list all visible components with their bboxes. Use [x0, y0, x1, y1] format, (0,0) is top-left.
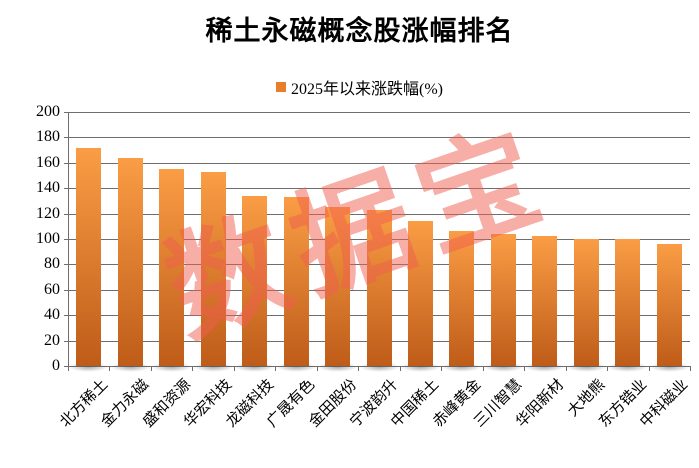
y-axis-tick	[64, 264, 68, 266]
y-axis-label: 100	[36, 230, 60, 247]
bar-shadow	[524, 362, 566, 372]
legend-swatch-icon	[276, 82, 286, 92]
bar-shadow	[648, 362, 690, 372]
bar-shadow	[68, 362, 110, 372]
bar-shadow	[109, 362, 151, 372]
x-axis-tick	[192, 366, 194, 371]
x-axis-line	[68, 366, 690, 367]
y-axis-label: 60	[44, 280, 60, 298]
bar	[242, 195, 268, 366]
bar	[76, 147, 102, 366]
gridline	[68, 162, 690, 164]
gridline	[68, 188, 690, 190]
bar-shadow	[275, 362, 317, 372]
y-axis-label: 80	[44, 255, 60, 273]
bar-shadow	[482, 362, 524, 372]
bar-shadow	[565, 362, 607, 372]
bar-shadow	[399, 362, 441, 372]
x-axis-tick	[607, 366, 609, 371]
bar	[159, 169, 185, 366]
bar	[200, 171, 226, 366]
y-axis-label: 40	[44, 306, 60, 324]
bar	[366, 209, 392, 366]
gridline	[68, 112, 690, 113]
y-axis-label: 120	[36, 204, 60, 222]
x-axis-tick	[399, 366, 401, 371]
bar	[449, 231, 475, 366]
y-axis-label: 160	[36, 153, 60, 171]
bar-shadow	[607, 362, 649, 372]
bar	[532, 236, 558, 366]
legend: 2025年以来涨跌幅(%)	[10, 75, 699, 99]
gridline	[68, 137, 690, 139]
bar	[325, 207, 351, 366]
bar-shadow	[317, 362, 359, 372]
y-axis-label: 20	[44, 331, 60, 349]
x-axis-tick	[233, 366, 235, 371]
bar-shadow	[441, 362, 483, 372]
bar-shadow	[358, 362, 400, 372]
y-axis-label: 200	[36, 103, 60, 120]
x-axis-tick	[358, 366, 360, 371]
y-axis-tick	[64, 213, 68, 215]
x-axis-tick	[482, 366, 484, 371]
x-axis-tick	[690, 366, 691, 371]
y-axis-tick	[64, 188, 68, 190]
bar	[407, 221, 433, 366]
x-axis-tick	[150, 366, 152, 371]
x-axis-tick	[68, 366, 69, 371]
x-axis-tick	[524, 366, 526, 371]
x-axis-tick	[316, 366, 318, 371]
x-axis-tick	[648, 366, 650, 371]
y-axis-line	[68, 112, 69, 366]
bar	[283, 197, 309, 366]
bar-shadow	[234, 362, 276, 372]
y-axis-tick	[64, 340, 68, 342]
x-axis-tick	[565, 366, 567, 371]
bar	[490, 233, 516, 366]
y-axis-tick	[64, 315, 68, 317]
y-axis-label: 0	[52, 357, 60, 374]
bar	[573, 239, 599, 366]
chart-title: 稀土永磁概念股涨幅排名	[205, 16, 514, 46]
legend-label: 2025年以来涨跌幅(%)	[291, 81, 443, 98]
y-axis-tick	[64, 239, 68, 240]
y-axis-label: 180	[36, 128, 60, 146]
x-axis-tick	[109, 366, 111, 371]
y-axis-label: 140	[36, 179, 60, 197]
y-axis-tick	[64, 112, 68, 113]
bar	[117, 157, 143, 366]
y-axis-tick	[64, 366, 68, 367]
x-axis-tick	[275, 366, 277, 371]
x-axis-tick	[441, 366, 443, 371]
y-axis-tick	[64, 162, 68, 164]
bar	[656, 244, 682, 366]
bar-shadow	[151, 362, 193, 372]
bar-shadow	[192, 362, 234, 372]
bar	[615, 239, 641, 366]
y-axis-tick	[64, 289, 68, 291]
y-axis-tick	[64, 137, 68, 139]
